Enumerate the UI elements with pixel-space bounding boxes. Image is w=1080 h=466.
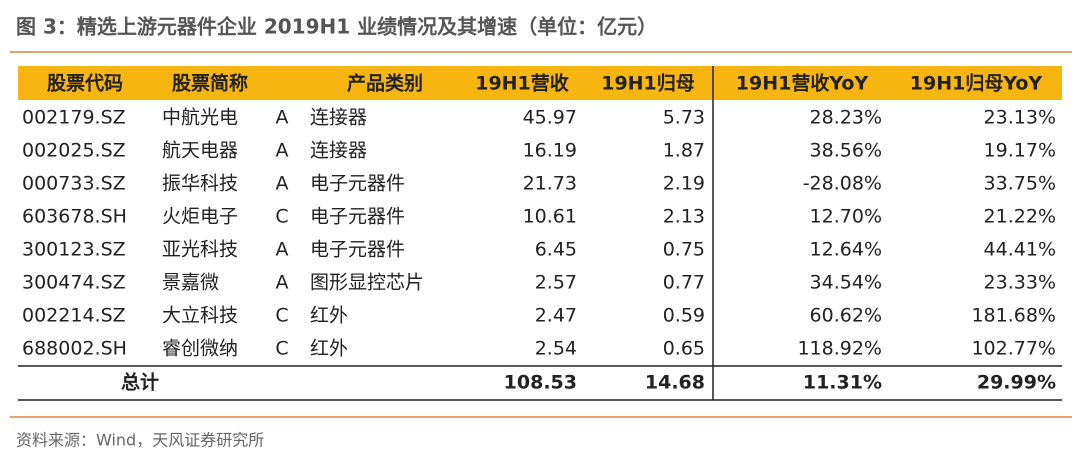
cell: A — [276, 173, 289, 195]
cell: 2.54 — [535, 338, 577, 360]
cell: 44.41% — [984, 239, 1056, 261]
cell: 睿创微纳 — [162, 338, 238, 360]
header-cell: 股票简称 — [172, 72, 248, 95]
cell: 300123.SZ — [22, 239, 126, 261]
header-cell: 产品类别 — [347, 72, 423, 95]
cell: A — [276, 239, 289, 261]
cell: 300474.SZ — [22, 272, 126, 294]
cell: 38.56% — [810, 140, 882, 162]
cell: 23.33% — [984, 272, 1056, 294]
header-cell: 股票代码 — [47, 73, 123, 95]
cell: C — [275, 305, 288, 327]
cell: 2.13 — [663, 206, 705, 228]
source: 资料来源：Wind，天风证券研究所 — [16, 431, 264, 450]
cell: 连接器 — [310, 107, 367, 129]
cell: 12.70% — [810, 206, 882, 228]
header-cell: 19H1归母YoY — [910, 72, 1043, 95]
cell: 19.17% — [984, 140, 1056, 162]
cell: 21.73 — [523, 173, 577, 195]
cell: 电子元器件 — [310, 173, 405, 195]
total-cell: 14.68 — [645, 372, 705, 394]
cell: 34.54% — [810, 272, 882, 294]
cell: A — [276, 272, 289, 294]
cell: 33.75% — [984, 173, 1056, 195]
cell: 002214.SZ — [22, 305, 126, 327]
cell: 振华科技 — [162, 173, 238, 195]
cell: 000733.SZ — [22, 173, 126, 195]
total-cell: 11.31% — [803, 372, 882, 394]
header-cell: 19H1营收 — [475, 72, 569, 95]
header-cell: 19H1营收YoY — [736, 72, 869, 95]
cell: 电子元器件 — [310, 239, 405, 261]
total-cell: 108.53 — [504, 372, 577, 394]
cell: 亚光科技 — [162, 239, 238, 261]
cell: 2.47 — [535, 305, 577, 327]
cell: 0.59 — [663, 305, 705, 327]
cell: 5.73 — [663, 107, 705, 129]
cell: 景嘉微 — [162, 272, 219, 294]
cell: A — [276, 107, 289, 129]
cell: 16.19 — [523, 140, 577, 162]
cell: 002179.SZ — [22, 107, 126, 129]
cell: 10.61 — [523, 206, 577, 228]
cell: C — [275, 206, 288, 228]
header-band — [18, 66, 1062, 100]
cell: 118.92% — [797, 338, 882, 360]
cell: 102.77% — [971, 338, 1056, 360]
header-cell: 19H1归母 — [601, 72, 695, 95]
cell: 图形显控芯片 — [310, 272, 424, 294]
cell: 28.23% — [810, 107, 882, 129]
cell: 0.75 — [663, 239, 705, 261]
cell: 1.87 — [663, 140, 705, 162]
cell: C — [275, 338, 288, 360]
cell: 红外 — [310, 338, 348, 360]
cell: 2.19 — [663, 173, 705, 195]
cell: A — [276, 140, 289, 162]
total-cell: 29.99% — [977, 372, 1056, 394]
cell: 181.68% — [971, 305, 1056, 327]
cell: 45.97 — [523, 107, 577, 129]
cell: 电子元器件 — [310, 206, 405, 228]
cell: 火炬电子 — [162, 206, 238, 228]
cell: 连接器 — [310, 140, 367, 162]
cell: 6.45 — [535, 239, 577, 261]
cell: 002025.SZ — [22, 140, 126, 162]
cell: 2.57 — [535, 272, 577, 294]
cell: 红外 — [310, 305, 348, 327]
cell: -28.08% — [803, 173, 882, 195]
total-label: 总计 — [121, 371, 159, 394]
cell: 12.64% — [810, 239, 882, 261]
cell: 航天电器 — [162, 140, 238, 162]
cell: 中航光电 — [162, 107, 238, 129]
cell: 大立科技 — [162, 305, 238, 327]
cell: 603678.SH — [22, 206, 127, 228]
cell: 0.77 — [663, 272, 705, 294]
cell: 23.13% — [984, 107, 1056, 129]
cell: 688002.SH — [22, 338, 127, 360]
title: 图 3：精选上游元器件企业 2019H1 业绩情况及其增速（单位：亿元） — [16, 15, 657, 39]
cell: 60.62% — [810, 305, 882, 327]
cell: 21.22% — [984, 206, 1056, 228]
cell: 0.65 — [663, 338, 705, 360]
